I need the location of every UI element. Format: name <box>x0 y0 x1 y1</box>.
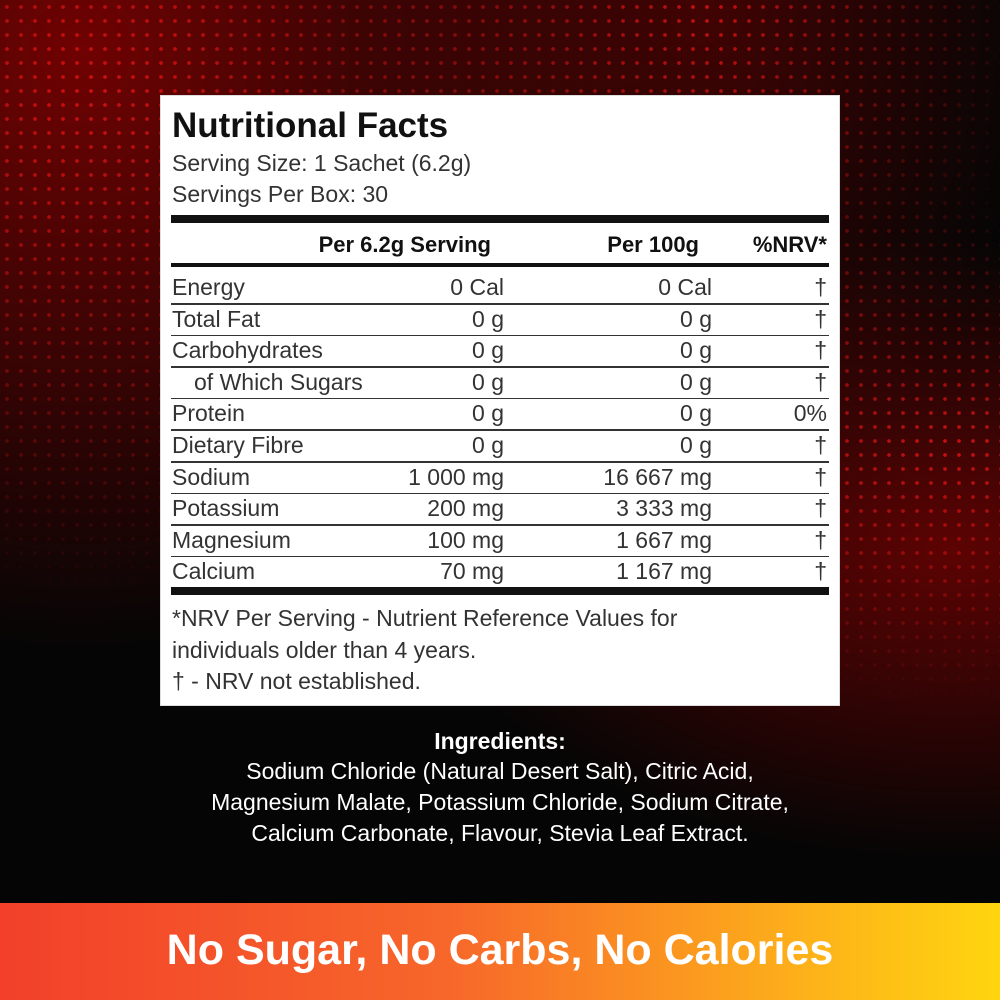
nutrient-name: Dietary Fibre <box>172 432 304 458</box>
row-rule <box>171 397 829 400</box>
thick-rule <box>171 215 829 223</box>
row-rule <box>171 303 829 305</box>
nutrient-name: Sodium <box>172 463 250 490</box>
nutrient-value: † <box>814 495 827 522</box>
nutrient-value: 100 mg <box>427 526 504 553</box>
nutrient-name: Calcium <box>172 558 256 585</box>
nutrient-value: † <box>814 337 827 364</box>
nutrient-value: 200 mg <box>427 495 504 522</box>
nutrient-name: Total Fat <box>172 305 261 332</box>
nutrient-value: 16 667 mg <box>603 463 712 490</box>
row-rule <box>171 492 829 495</box>
nutrient-value: † <box>814 274 827 300</box>
column-header: Per 100g <box>607 232 699 257</box>
nutrient-value: † <box>814 558 827 585</box>
nutrient-value: 70 mg <box>440 558 504 585</box>
nutrient-value: 1 667 mg <box>616 526 712 553</box>
footnote: † - NRV not established. <box>172 668 421 694</box>
footnote: individuals older than 4 years. <box>172 636 477 663</box>
column-header: Per 6.2g Serving <box>318 232 491 257</box>
row-rule <box>171 524 829 526</box>
serving-size: Serving Size: 1 Sachet (6.2g) <box>172 150 472 176</box>
nutrient-name: of Which Sugars <box>194 368 363 395</box>
banner: No Sugar, No Carbs, No Calories <box>0 903 1000 1000</box>
nutrient-value: 0 g <box>472 368 504 395</box>
panel-title: Nutritional Facts <box>172 106 449 145</box>
row-rule <box>171 555 829 558</box>
nutrient-value: † <box>814 305 827 332</box>
ingredients-line: Calcium Carbonate, Flavour, Stevia Leaf … <box>251 820 749 846</box>
row-rule <box>171 366 829 368</box>
ingredients-title: Ingredients: <box>434 728 566 754</box>
nutrient-value: 0 g <box>680 400 712 427</box>
servings-per-box: Servings Per Box: 30 <box>172 181 389 207</box>
nutrient-value: 1 000 mg <box>408 463 504 490</box>
nutrition-panel: Nutritional Facts Serving Size: 1 Sachet… <box>160 95 840 706</box>
nutrient-value: 0 g <box>472 400 504 427</box>
nutrient-value: 3 333 mg <box>616 495 712 522</box>
row-rule <box>171 429 829 431</box>
nutrient-name: Magnesium <box>172 526 291 553</box>
nutrient-value: † <box>814 526 827 553</box>
nutrient-name: Carbohydrates <box>172 337 323 364</box>
nutrient-value: † <box>814 463 827 490</box>
thick-rule <box>171 587 829 595</box>
nutrient-value: 0 g <box>680 432 712 458</box>
nutrient-value: 0% <box>793 400 827 427</box>
footnote: *NRV Per Serving - Nutrient Reference Va… <box>172 605 678 631</box>
nutrient-value: 0 g <box>472 432 504 458</box>
nutrient-value: † <box>814 432 827 458</box>
nutrient-name: Protein <box>172 400 245 427</box>
nutrient-name: Potassium <box>172 495 280 522</box>
nutrient-value: 0 g <box>680 337 712 364</box>
header-rule <box>171 263 829 267</box>
nutrient-name: Energy <box>172 274 245 300</box>
nutrient-value: 0 g <box>472 337 504 364</box>
ingredients-line: Magnesium Malate, Potassium Chloride, So… <box>211 789 789 815</box>
ingredients-line: Sodium Chloride (Natural Desert Salt), C… <box>246 758 754 784</box>
nutrient-value: 0 Cal <box>658 274 712 300</box>
row-rule <box>171 461 829 463</box>
nutrient-value: 1 167 mg <box>616 558 712 585</box>
nutrient-value: † <box>814 368 827 395</box>
nutrient-value: 0 Cal <box>450 274 504 300</box>
nutrient-value: 0 g <box>680 368 712 395</box>
nutrient-value: 0 g <box>472 305 504 332</box>
nutrient-value: 0 g <box>680 305 712 332</box>
column-header: %NRV* <box>752 232 827 257</box>
banner-text: No Sugar, No Carbs, No Calories <box>166 926 834 974</box>
row-rule <box>171 334 829 337</box>
